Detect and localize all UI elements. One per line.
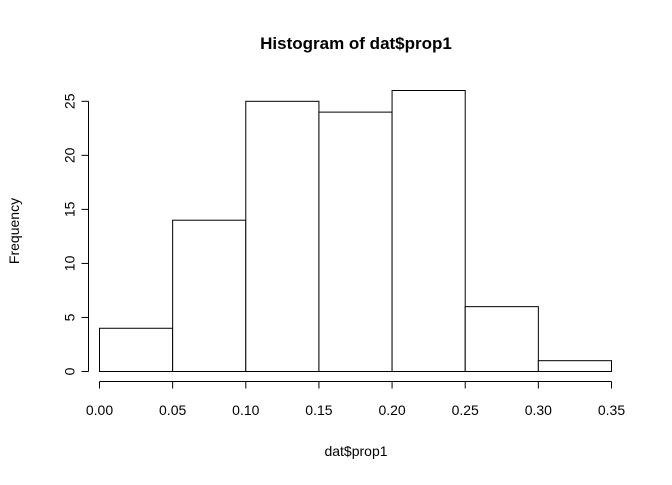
x-tick-label: 0.35 [598, 402, 625, 418]
y-tick-label: 5 [62, 313, 78, 321]
x-tick-label: 0.20 [378, 402, 405, 418]
y-axis-label: Frequency [6, 198, 22, 264]
y-tick-label: 0 [62, 367, 78, 375]
x-tick-label: 0.25 [452, 402, 479, 418]
x-tick-label: 0.30 [525, 402, 552, 418]
y-axis: 0 5 10 15 20 25 [62, 93, 89, 375]
x-tick-label: 0.15 [305, 402, 332, 418]
histogram-bar-1 [172, 219, 247, 372]
y-tick-label: 20 [62, 147, 78, 163]
histogram-bar-4 [391, 90, 466, 372]
y-tick-label: 10 [62, 255, 78, 271]
x-axis-label: dat$prop1 [324, 443, 387, 459]
chart-title: Histogram of dat$prop1 [260, 34, 452, 53]
x-tick-label: 0.05 [159, 402, 186, 418]
bars-group [99, 90, 612, 373]
histogram-bar-3 [318, 111, 393, 372]
x-tick-label: 0.00 [86, 402, 113, 418]
y-tick-label: 15 [62, 201, 78, 217]
histogram-bar-0 [99, 327, 174, 372]
histogram-bar-5 [464, 306, 539, 372]
x-tick-label: 0.10 [232, 402, 259, 418]
y-tick-label: 25 [62, 93, 78, 109]
histogram-bar-6 [537, 360, 612, 373]
x-axis: 0.00 0.05 0.10 0.15 0.20 0.25 0.30 0.35 [86, 381, 625, 418]
histogram-bar-2 [245, 100, 320, 373]
